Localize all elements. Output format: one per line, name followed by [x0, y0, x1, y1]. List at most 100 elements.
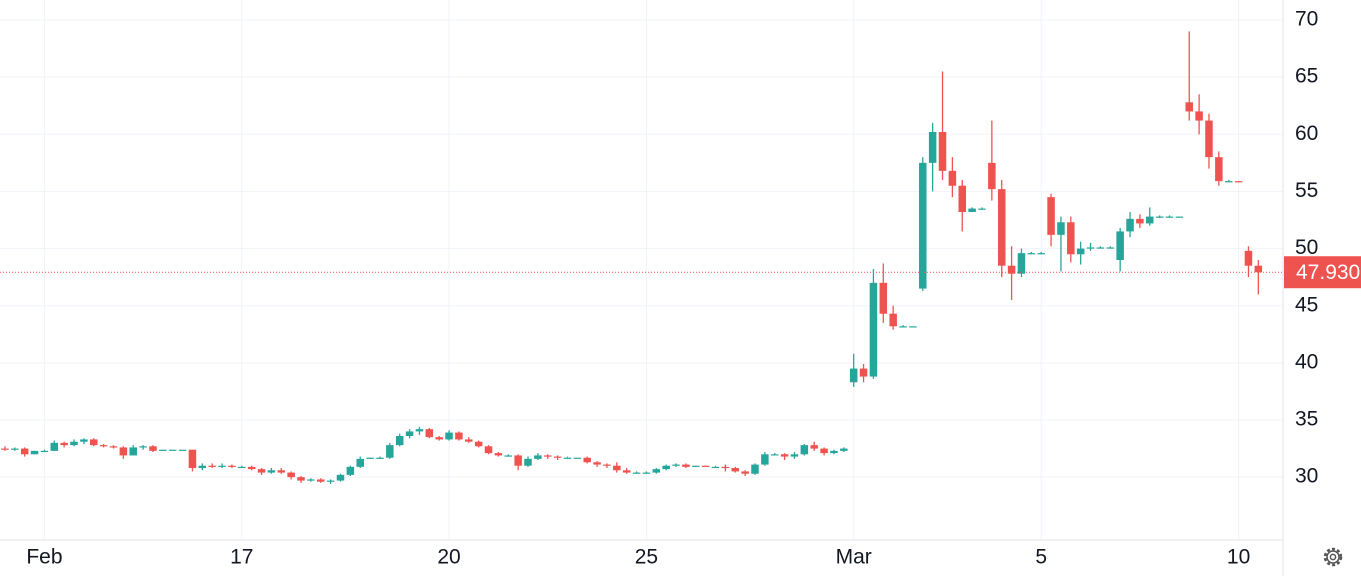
candle-body — [682, 464, 690, 467]
candle-body — [99, 445, 108, 447]
candle-body — [968, 208, 976, 212]
candle-body — [20, 448, 29, 455]
candle-body — [553, 456, 562, 458]
y-tick-label: 65 — [1295, 65, 1318, 88]
x-tick-label: 25 — [635, 546, 658, 569]
candle-body — [504, 455, 513, 457]
candle-body — [395, 436, 404, 446]
candle-body — [909, 326, 917, 328]
candle-body — [849, 368, 858, 383]
candle-body — [879, 282, 888, 314]
candle-body — [129, 447, 137, 456]
candle-body — [90, 439, 98, 446]
candle-body — [741, 471, 749, 474]
candle-body — [800, 445, 809, 455]
x-tick-label: Feb — [26, 546, 62, 569]
candle-body — [277, 470, 286, 473]
candle-body — [405, 431, 414, 436]
candle-body — [1215, 157, 1223, 182]
candle-body — [425, 429, 434, 438]
candle-body — [30, 450, 39, 455]
candle-body — [50, 442, 59, 451]
candle-body — [711, 466, 720, 469]
candle-body — [218, 465, 226, 467]
candle-body — [593, 462, 601, 465]
candle-body — [455, 432, 463, 440]
candle-body — [474, 441, 483, 447]
candle-body — [208, 465, 216, 467]
candle-body — [1234, 181, 1243, 183]
candle-body — [1037, 253, 1045, 255]
candle-body — [790, 454, 799, 457]
candle-body — [139, 446, 147, 448]
candle-body — [1155, 216, 1164, 218]
y-tick-label: 45 — [1295, 293, 1318, 316]
candle-body — [869, 282, 878, 377]
candle-body — [1067, 222, 1075, 255]
x-tick-label: Mar — [836, 546, 872, 569]
candle-body — [356, 458, 364, 467]
candle-body — [1106, 247, 1115, 249]
candle-body — [1136, 218, 1144, 224]
candle-body — [978, 208, 986, 210]
candle-body — [435, 437, 443, 440]
candle-body — [928, 132, 937, 163]
candle-body — [997, 189, 1006, 266]
candle-body — [1185, 102, 1193, 112]
candle-body — [514, 455, 522, 466]
candle-body — [178, 449, 187, 451]
settings-icon[interactable] — [1323, 547, 1343, 567]
x-tick-label: 5 — [1035, 546, 1047, 569]
candle-body — [1096, 247, 1105, 249]
candle-body — [326, 480, 335, 482]
candle-body — [1165, 216, 1174, 218]
candle-body — [1017, 253, 1026, 274]
candle-body — [484, 446, 493, 454]
candle-body — [692, 465, 700, 467]
y-tick-label: 70 — [1295, 8, 1318, 31]
candle-body — [415, 429, 424, 432]
candle-body — [159, 449, 167, 451]
candle-body — [1116, 231, 1124, 260]
candle-body — [840, 448, 848, 451]
candle-body — [573, 457, 582, 459]
candle-body — [109, 446, 118, 448]
candle-body — [948, 170, 957, 186]
last-price-label: 47.930 — [1296, 261, 1360, 284]
y-tick-label: 55 — [1295, 179, 1318, 202]
x-tick-label: 10 — [1227, 546, 1250, 569]
candle-body — [899, 326, 907, 328]
y-tick-label: 35 — [1295, 408, 1318, 431]
candle-body — [1027, 253, 1036, 255]
candle-body — [731, 468, 740, 472]
candle-body — [701, 465, 710, 467]
candle-body — [70, 441, 78, 446]
y-tick-label: 40 — [1295, 350, 1318, 373]
candle-body — [958, 185, 967, 212]
candle-body — [988, 162, 996, 190]
candle-body — [632, 472, 641, 474]
candle-body — [40, 450, 49, 453]
candle-body — [149, 446, 157, 451]
candle-body — [622, 470, 631, 473]
candle-body — [307, 479, 315, 481]
candle-body — [810, 445, 818, 449]
candle-body — [642, 472, 651, 474]
candle-body — [543, 455, 552, 457]
candle-body — [1047, 197, 1055, 235]
last-price-box — [1284, 256, 1361, 289]
x-tick-label: 20 — [437, 546, 460, 569]
candle-body — [297, 477, 305, 481]
candle-body — [721, 466, 730, 469]
candle-body — [198, 465, 207, 468]
candle-body — [247, 466, 256, 470]
candle-body — [919, 162, 927, 289]
candle-body — [751, 464, 759, 474]
candle-body — [119, 447, 128, 456]
candle-body — [494, 453, 503, 456]
candle-body — [583, 457, 591, 463]
candle-body — [1007, 265, 1016, 274]
candle-body — [316, 479, 325, 482]
candle-body — [672, 464, 680, 466]
